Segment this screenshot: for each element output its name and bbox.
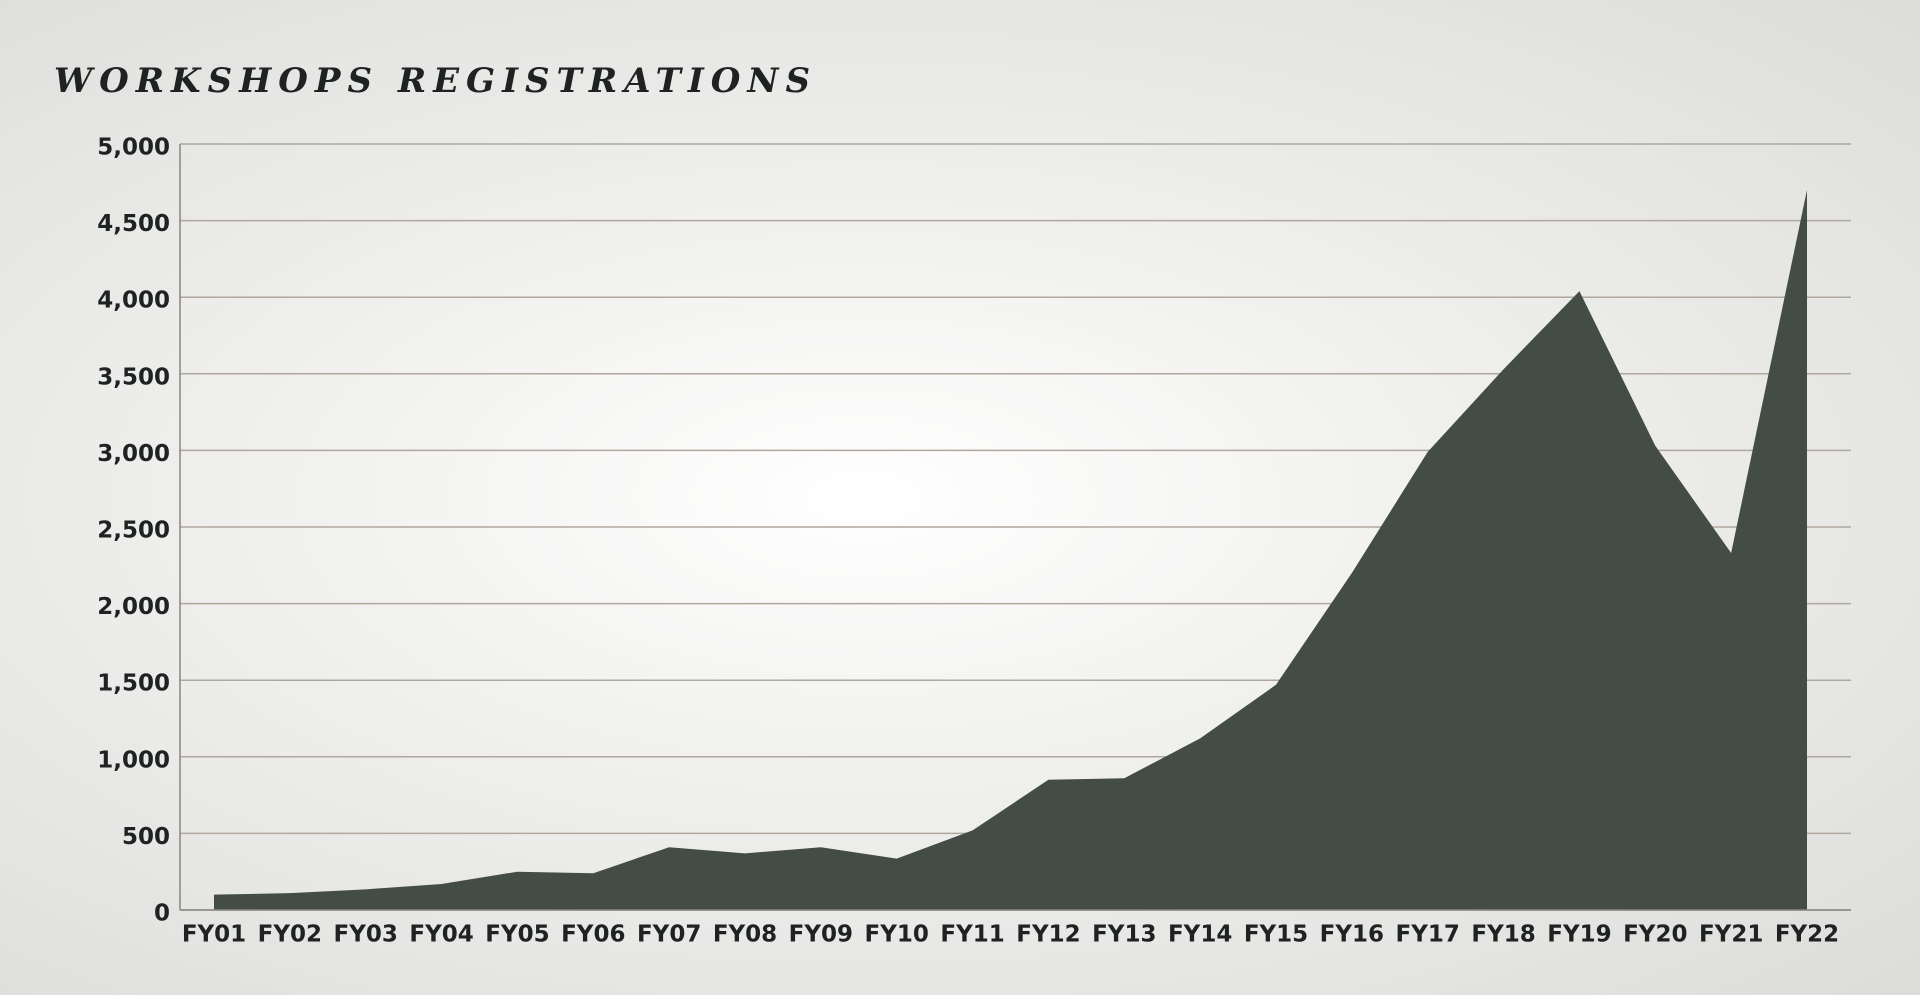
y-tick-label: 5,000 [97,135,170,161]
x-tick-label: FY22 [1775,922,1839,948]
x-tick-label: FY14 [1168,922,1232,948]
y-tick-label: 1,500 [97,671,170,697]
y-tick-label: 2,500 [97,518,170,544]
x-tick-label: FY10 [865,922,929,948]
x-tick-label: FY19 [1547,922,1611,948]
y-tick-label: 0 [154,901,170,927]
y-tick-label: 500 [122,824,170,850]
x-tick-label: FY11 [940,922,1004,948]
x-tick-label: FY08 [713,922,777,948]
area [214,189,1807,910]
y-tick-label: 4,500 [97,211,170,237]
x-tick-label: FY13 [1092,922,1156,948]
y-tick-label: 2,000 [97,594,170,620]
x-tick-label: FY05 [485,922,549,948]
x-tick-label: FY20 [1623,922,1687,948]
x-tick-label: FY04 [409,922,473,948]
x-tick-label: FY03 [334,922,398,948]
x-tick-label: FY21 [1699,922,1763,948]
chart-title: WORKSHOPS REGISTRATIONS [54,61,817,101]
x-tick-label: FY06 [561,922,625,948]
y-tick-label: 1,000 [97,747,170,773]
x-tick-label: FY02 [258,922,322,948]
y-tick-label: 4,000 [97,288,170,314]
y-tick-label: 3,500 [97,364,170,390]
x-tick-label: FY17 [1396,922,1460,948]
y-tick-label: 3,000 [97,441,170,467]
x-tick-label: FY01 [182,922,246,948]
x-tick-label: FY18 [1471,922,1535,948]
x-tick-label: FY15 [1244,922,1308,948]
x-tick-label: FY12 [1016,922,1080,948]
x-tick-label: FY07 [637,922,701,948]
x-tick-label: FY09 [789,922,853,948]
x-tick-label: FY16 [1320,922,1384,948]
